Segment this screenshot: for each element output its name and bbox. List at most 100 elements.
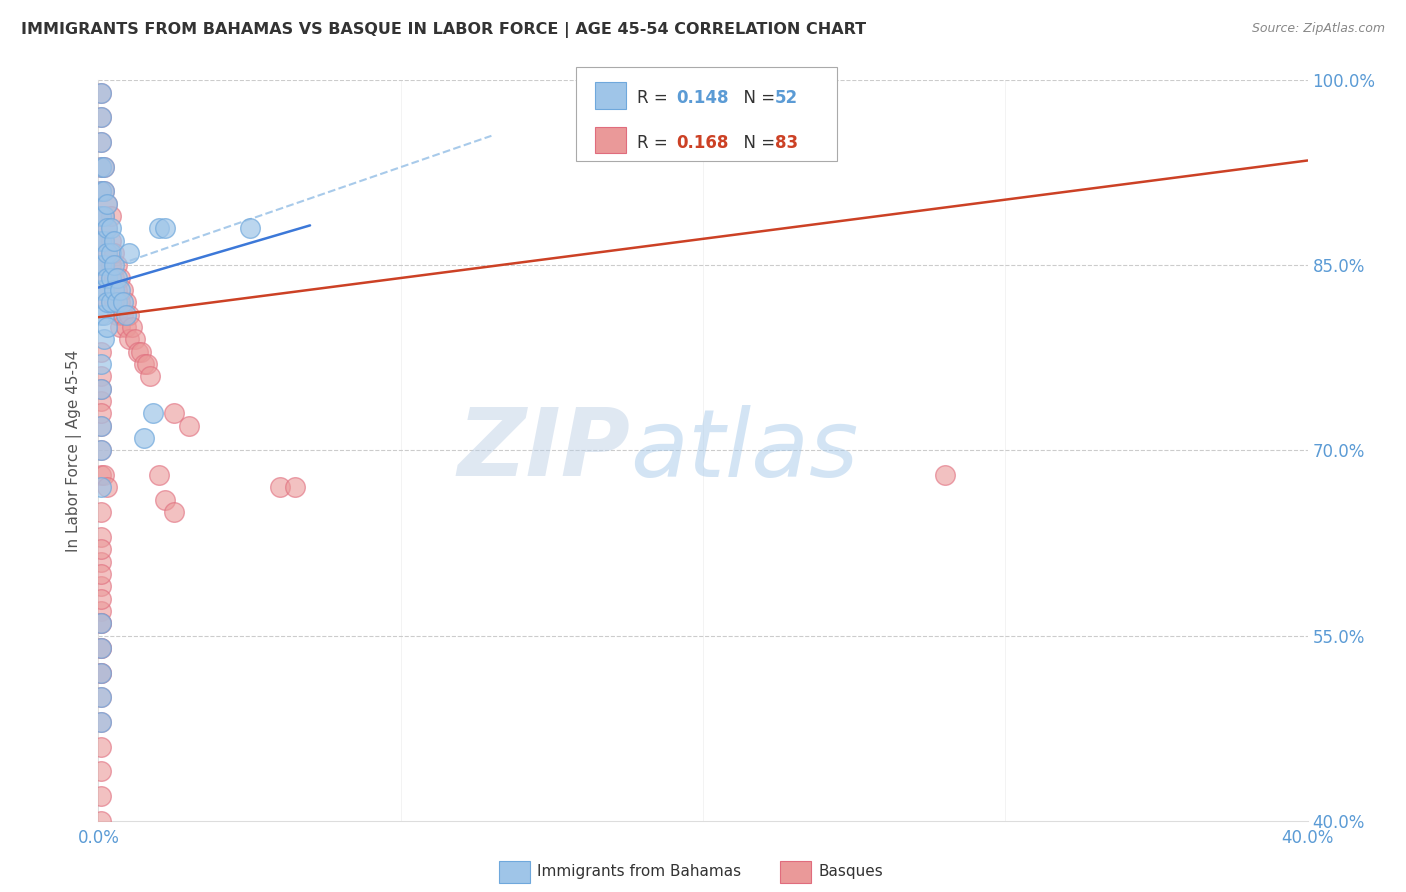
Point (108, 295, 131, 310)
Point (93, 234, 115, 248)
Point (90, 382, 112, 396)
Point (108, 270, 131, 285)
Point (284, 480, 307, 494)
Point (105, 283, 128, 297)
Point (139, 369, 162, 384)
Point (93, 259, 115, 273)
Point (90, 714, 112, 729)
Point (90, 814, 112, 828)
Point (96, 295, 118, 310)
Point (90, 789, 112, 803)
Text: 52: 52 (775, 89, 797, 107)
Point (132, 357, 155, 371)
Point (111, 308, 134, 322)
Point (90, 443, 112, 458)
Point (121, 320, 143, 334)
Point (118, 332, 141, 346)
Point (90, 714, 112, 729)
Point (96, 270, 118, 285)
Point (90, 505, 112, 519)
Point (96, 196, 118, 211)
Point (96, 295, 118, 310)
Point (90, 530, 112, 544)
Point (114, 320, 136, 334)
Point (93, 332, 115, 346)
Point (114, 308, 136, 322)
Point (103, 283, 125, 297)
Point (135, 357, 157, 371)
Point (90, 566, 112, 581)
Point (90, 234, 112, 248)
Point (148, 221, 170, 235)
Point (96, 480, 118, 494)
Point (100, 221, 122, 235)
Point (90, 184, 112, 198)
Point (103, 234, 125, 248)
Point (90, 394, 112, 409)
Point (90, 184, 112, 198)
Point (90, 135, 112, 149)
Point (100, 270, 122, 285)
Point (90, 86, 112, 100)
Point (96, 246, 118, 260)
Point (163, 505, 186, 519)
Point (93, 308, 115, 322)
Point (90, 690, 112, 705)
Point (90, 468, 112, 483)
Text: atlas: atlas (630, 405, 859, 496)
Point (90, 135, 112, 149)
Point (93, 468, 115, 483)
Y-axis label: In Labor Force | Age 45-54: In Labor Force | Age 45-54 (66, 350, 83, 551)
Point (108, 283, 131, 297)
Point (142, 407, 165, 421)
Point (108, 320, 131, 334)
Point (90, 344, 112, 359)
Point (103, 246, 125, 260)
Point (93, 283, 115, 297)
Point (90, 418, 112, 433)
Point (90, 308, 112, 322)
Text: 0.148: 0.148 (676, 89, 728, 107)
Point (124, 332, 146, 346)
Point (269, 480, 291, 494)
Point (90, 616, 112, 631)
Point (90, 111, 112, 125)
Point (90, 739, 112, 754)
Point (93, 259, 115, 273)
Point (90, 407, 112, 421)
Point (90, 160, 112, 174)
Point (90, 640, 112, 655)
Point (90, 604, 112, 618)
Point (90, 665, 112, 680)
Point (90, 111, 112, 125)
Point (93, 184, 115, 198)
Point (103, 295, 125, 310)
Point (179, 418, 201, 433)
Point (118, 246, 141, 260)
Point (100, 246, 122, 260)
Point (93, 160, 115, 174)
Point (90, 591, 112, 606)
Point (90, 382, 112, 396)
Point (103, 270, 125, 285)
Point (90, 764, 112, 779)
Point (90, 542, 112, 557)
Text: R =: R = (637, 89, 673, 107)
Point (93, 160, 115, 174)
Text: Basques: Basques (818, 864, 883, 879)
Point (239, 221, 262, 235)
Point (105, 295, 128, 310)
Point (105, 270, 128, 285)
Point (90, 665, 112, 680)
Point (93, 234, 115, 248)
Text: Immigrants from Bahamas: Immigrants from Bahamas (537, 864, 741, 879)
Text: 83: 83 (775, 134, 797, 152)
Point (163, 407, 186, 421)
Text: 0.168: 0.168 (676, 134, 728, 152)
Point (934, 468, 956, 483)
Point (105, 259, 128, 273)
Point (96, 270, 118, 285)
Point (90, 369, 112, 384)
Point (93, 209, 115, 223)
Point (90, 640, 112, 655)
